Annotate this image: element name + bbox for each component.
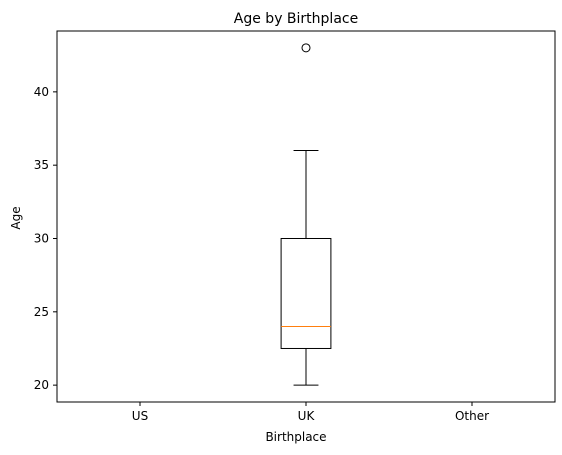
y-axis-label: Age [9,206,23,229]
y-tick-label: 40 [34,85,49,99]
x-tick-label: UK [298,409,316,423]
y-tick-label: 30 [34,231,49,245]
y-tick-label: 25 [34,305,49,319]
outlier-point [302,44,310,52]
plot-area: 20 25 30 35 40 US UK Other [34,31,555,423]
chart-title: Age by Birthplace [234,11,358,27]
x-axis-label: Birthplace [265,430,326,444]
y-tick-label: 20 [34,378,49,392]
y-tick-label: 35 [34,158,49,172]
x-tick-label: US [132,409,148,423]
x-tick-label: Other [455,409,489,423]
iqr-box [281,238,331,348]
